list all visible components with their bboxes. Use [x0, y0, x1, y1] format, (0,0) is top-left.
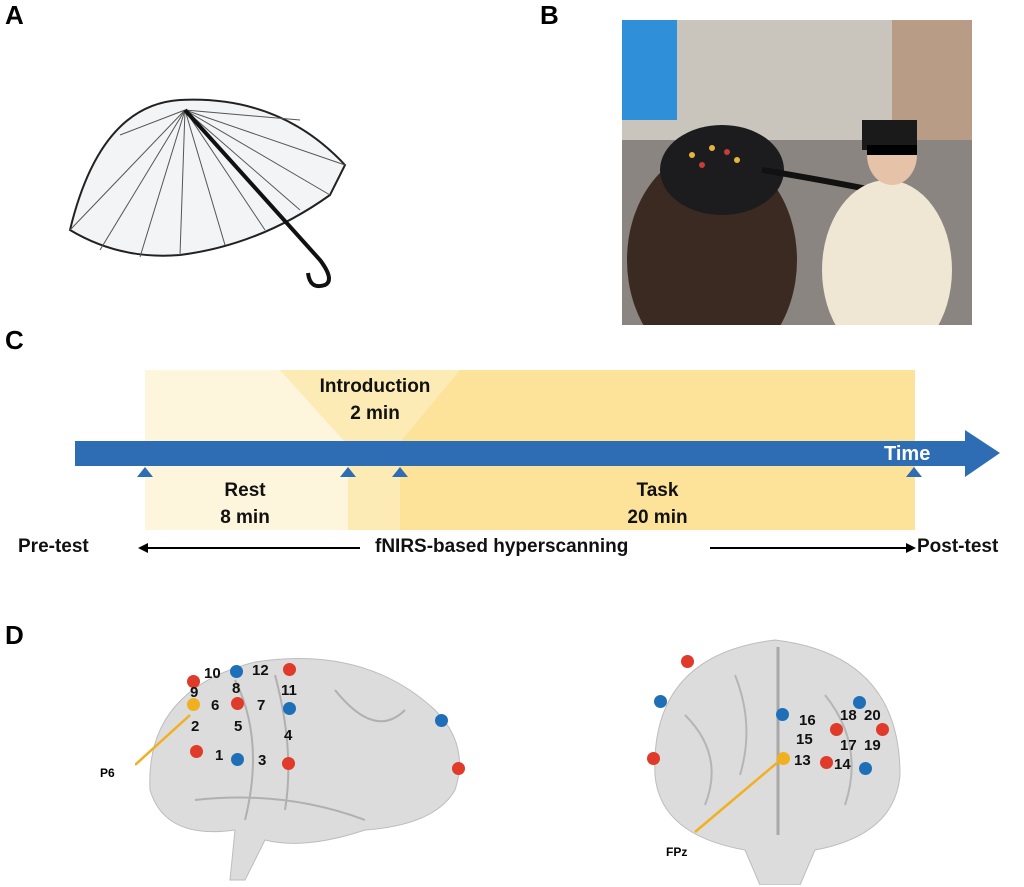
channel-3: 3: [258, 752, 267, 769]
optode-source: [876, 723, 889, 736]
optode-detector: [231, 753, 244, 766]
optode-source: [231, 697, 244, 710]
optode-source: [283, 663, 296, 676]
channel-2: 2: [191, 718, 200, 735]
intro-title: Introduction: [319, 376, 431, 397]
channel-10: 10: [204, 665, 221, 682]
time-axis-label: Time: [884, 443, 931, 465]
optode-source: [830, 723, 843, 736]
channel-17: 17: [840, 737, 857, 754]
panel-label-b: B: [540, 0, 559, 30]
channel-16: 16: [799, 712, 816, 729]
channel-6: 6: [211, 697, 220, 714]
span-arrows: [138, 543, 916, 553]
umbrella-image: [68, 98, 347, 289]
optode-detector: [283, 702, 296, 715]
optode-detector: [435, 714, 448, 727]
p6-label: P6: [100, 766, 115, 780]
optode-detector: [654, 695, 667, 708]
intro-funnel: [280, 370, 460, 442]
hyperscanning-photo: [622, 20, 972, 325]
channel-1: 1: [215, 747, 224, 764]
marker-pretest: [137, 467, 153, 477]
panel-label-a: A: [5, 0, 24, 30]
channel-15: 15: [796, 731, 813, 748]
rest-label: Rest 8 min: [185, 477, 305, 531]
rest-title: Rest: [224, 480, 266, 501]
time-arrow: [75, 430, 1000, 477]
intro-duration: 2 min: [350, 403, 400, 424]
channel-4: 4: [284, 727, 293, 744]
optode-detector: [230, 665, 243, 678]
channel-18: 18: [840, 707, 857, 724]
panel-label-c: C: [5, 325, 24, 355]
marker-task: [392, 467, 408, 477]
channel-7: 7: [257, 697, 266, 714]
posttest-label: Post-test: [917, 536, 999, 557]
channel-5: 5: [234, 718, 243, 735]
channel-19: 19: [864, 737, 881, 754]
brain-lateral-view: [135, 657, 460, 881]
optode-source: [187, 675, 200, 688]
optode-source: [190, 745, 203, 758]
optode-source: [282, 757, 295, 770]
marker-intro: [340, 467, 356, 477]
channel-12: 12: [252, 662, 269, 679]
optode-source: [681, 655, 694, 668]
optode-detector: [859, 762, 872, 775]
optode-source: [647, 752, 660, 765]
intro-label: Introduction 2 min: [280, 373, 470, 427]
optode-detector: [776, 708, 789, 721]
optode-reference-p6: [187, 698, 200, 711]
hyperscanning-label: fNIRS-based hyperscanning: [375, 536, 629, 557]
channel-8: 8: [232, 680, 241, 697]
channel-20: 20: [864, 707, 881, 724]
optode-reference-fpz: [777, 752, 790, 765]
pretest-label: Pre-test: [18, 536, 89, 557]
optode-source: [820, 756, 833, 769]
channel-11: 11: [281, 682, 297, 699]
task-label: Task 20 min: [595, 477, 720, 531]
rest-duration: 8 min: [220, 507, 270, 528]
panel-label-d: D: [5, 620, 24, 650]
marker-posttest: [906, 467, 922, 477]
optode-source: [452, 762, 465, 775]
task-title: Task: [636, 480, 679, 501]
fpz-label: FPz: [666, 845, 688, 859]
task-duration: 20 min: [627, 507, 688, 528]
channel-13: 13: [794, 752, 811, 769]
channel-9: 9: [190, 684, 199, 701]
channel-14: 14: [834, 756, 851, 773]
optode-detector: [853, 696, 866, 709]
